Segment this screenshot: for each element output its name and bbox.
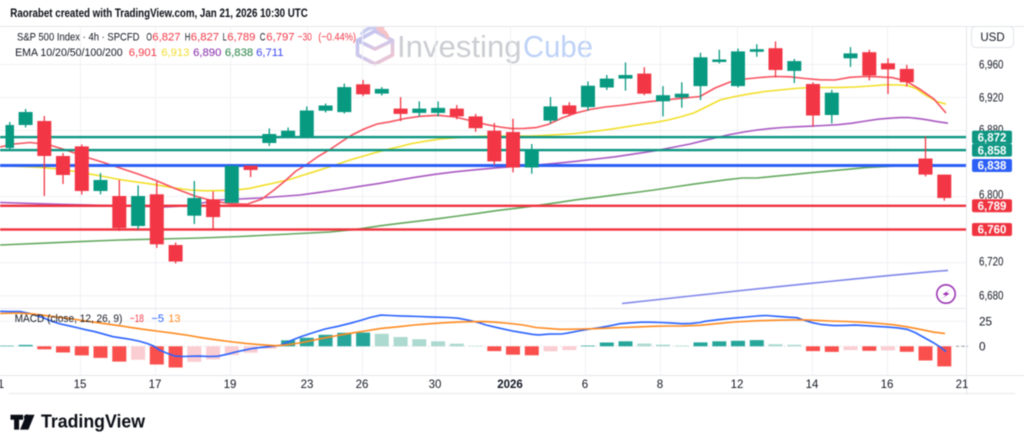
svg-text:6,913: 6,913 [161,47,189,59]
svg-text:USD: USD [980,32,1004,44]
svg-text:6,789: 6,789 [227,31,255,43]
svg-text:14: 14 [806,379,819,391]
svg-text:19: 19 [224,379,237,391]
svg-text:6,872: 6,872 [978,132,1007,144]
svg-text:15: 15 [74,379,87,391]
svg-text:30: 30 [429,379,442,391]
svg-text:Raorabet created with TradingV: Raorabet created with TradingView.com, J… [10,8,308,20]
svg-text:6,680: 6,680 [979,289,1004,303]
svg-text:L: L [223,31,227,43]
svg-text:6,760: 6,760 [978,225,1007,237]
svg-text:−5: −5 [151,313,164,325]
svg-text:S&P 500 Index · 4h · SPCFD: S&P 500 Index · 4h · SPCFD [17,31,140,43]
svg-text:21: 21 [956,379,969,391]
svg-text:6,827: 6,827 [152,31,180,43]
svg-text:6,789: 6,789 [978,201,1007,213]
svg-text:Cube: Cube [523,30,593,64]
svg-text:25: 25 [979,314,993,328]
svg-text:2026: 2026 [497,379,523,391]
svg-text:6,711: 6,711 [256,47,283,59]
svg-text:6,858: 6,858 [978,145,1007,157]
svg-text:Investing: Investing [397,30,522,64]
svg-text:−18: −18 [130,313,144,325]
svg-text:C: C [260,31,266,43]
svg-text:13: 13 [168,313,180,325]
svg-text:1: 1 [0,379,4,391]
svg-text:26: 26 [356,379,369,391]
svg-text:6,960: 6,960 [979,58,1004,72]
svg-text:12: 12 [731,379,744,391]
svg-text:17: 17 [149,379,162,391]
svg-text:6,838: 6,838 [978,161,1007,173]
svg-text:6,827: 6,827 [191,31,219,43]
svg-text:6: 6 [582,379,588,391]
svg-text:6,800: 6,800 [979,188,1004,202]
svg-text:EMA 10/20/50/100/200: EMA 10/20/50/100/200 [15,47,123,59]
svg-text:−30: −30 [298,31,312,43]
svg-text:6,890: 6,890 [193,47,221,59]
svg-text:6,901: 6,901 [129,47,157,59]
svg-text:16: 16 [881,379,894,391]
svg-text:(−0.44%): (−0.44%) [318,31,356,43]
svg-text:MACD (close, 12, 26, 9): MACD (close, 12, 26, 9) [15,313,123,325]
svg-text:23: 23 [301,379,314,391]
svg-text:6,720: 6,720 [979,255,1004,269]
svg-text:6,920: 6,920 [979,91,1004,105]
svg-text:H: H [185,31,191,43]
svg-text:0: 0 [979,340,986,354]
svg-text:TradingView: TradingView [41,412,146,432]
svg-text:6,797: 6,797 [266,31,294,43]
svg-text:6,838: 6,838 [225,47,253,59]
svg-text:O: O [146,31,152,43]
svg-text:8: 8 [657,379,663,391]
